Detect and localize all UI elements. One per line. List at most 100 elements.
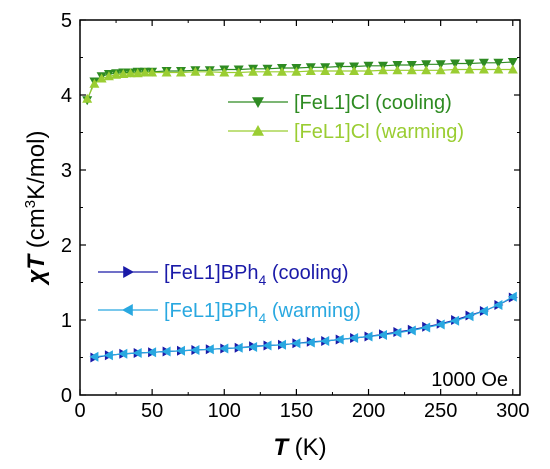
data-point	[248, 342, 258, 352]
x-axis-label: T (K)	[273, 434, 326, 461]
data-point	[349, 66, 360, 75]
legend-label-subscript: 4	[259, 272, 267, 288]
data-point	[378, 330, 387, 340]
data-point	[378, 65, 388, 75]
data-point	[334, 66, 345, 75]
data-point	[349, 333, 359, 343]
data-point	[125, 68, 136, 78]
legend-label: [FeL1]Cl (warming)	[294, 121, 464, 143]
data-point	[507, 58, 518, 67]
legend-marker	[252, 125, 264, 136]
data-point	[450, 64, 461, 74]
y-tick-label: 0	[61, 385, 72, 407]
legend-label-name: [FeL1]BPh	[164, 300, 259, 322]
legend-marker	[122, 304, 133, 316]
legend-entry: [FeL1]Cl (cooling)	[228, 92, 452, 114]
data-point	[334, 334, 344, 345]
legend-marker	[123, 266, 134, 278]
legend-label-suffix: (cooling)	[266, 262, 348, 284]
data-point	[147, 67, 158, 77]
y-axis-label: χT (cm3K/mol)	[22, 131, 50, 287]
data-point	[478, 306, 488, 316]
data-point	[233, 67, 244, 77]
legend-label-name: [FeL1]Cl (warming)	[294, 121, 464, 143]
x-tick-label: 300	[496, 400, 529, 422]
data-point	[103, 71, 114, 81]
legend-label-name: [FeL1]Cl (cooling)	[294, 92, 452, 114]
legend-label-name: [FeL1]BPh	[164, 262, 259, 284]
data-point	[392, 327, 402, 338]
data-point	[89, 78, 100, 88]
data-point	[363, 66, 374, 75]
data-point	[204, 66, 215, 76]
data-point	[435, 60, 446, 70]
x-tick-label: 50	[141, 400, 163, 422]
data-point	[435, 319, 445, 330]
y-tick-label: 1	[61, 310, 72, 332]
data-point	[118, 348, 128, 359]
data-point	[103, 350, 113, 361]
data-point	[277, 66, 287, 76]
data-point	[262, 66, 273, 76]
data-point	[204, 344, 214, 355]
y-tick-label: 5	[61, 10, 72, 32]
legend-entry: [FeL1]BPh4 (cooling)	[98, 262, 349, 288]
data-point	[435, 65, 446, 75]
data-point	[493, 64, 504, 74]
x-tick-label: 150	[280, 400, 313, 422]
data-point	[320, 336, 330, 346]
data-point	[176, 345, 185, 356]
data-point	[118, 69, 129, 78]
data-point	[190, 66, 201, 76]
legend-bph4: [FeL1]BPh4 (cooling)[FeL1]BPh4 (warming)	[98, 262, 361, 326]
data-point	[493, 58, 504, 68]
data-point	[406, 325, 416, 336]
data-point	[320, 66, 331, 75]
y-tick-label: 2	[61, 235, 72, 257]
series-1	[82, 64, 518, 103]
legend-label-suffix: (warming)	[266, 300, 360, 322]
legend-chloride: [FeL1]Cl (cooling) [FeL1]Cl (warming)	[228, 92, 464, 143]
data-point	[305, 337, 315, 348]
data-point	[262, 340, 272, 351]
legend-marker	[252, 97, 264, 108]
series-layer	[82, 58, 518, 363]
data-point	[507, 64, 518, 74]
data-point	[421, 322, 431, 333]
data-point	[421, 65, 432, 75]
data-point	[450, 59, 461, 69]
x-tick-label: 200	[352, 400, 385, 422]
data-point	[190, 345, 200, 355]
data-point	[363, 331, 373, 342]
x-tick-label: 250	[424, 400, 457, 422]
data-point	[82, 93, 93, 103]
series-3	[89, 291, 517, 362]
data-point	[161, 67, 172, 77]
data-point	[507, 291, 517, 302]
data-point	[233, 342, 243, 353]
data-point	[248, 66, 259, 76]
x-tick-label: 100	[208, 400, 241, 422]
data-point	[139, 67, 150, 77]
data-point	[305, 66, 316, 75]
legend-label: [FeL1]Cl (cooling)	[294, 92, 452, 114]
data-point	[291, 338, 301, 349]
data-point	[478, 64, 489, 74]
data-point	[277, 339, 286, 350]
data-point	[421, 60, 432, 70]
data-point	[111, 69, 122, 79]
axis-ticks: 0 50 100 150 200 250 300 0 1 2 3 4 5	[61, 10, 530, 422]
legend-entry: [FeL1]BPh4 (warming)	[98, 300, 361, 326]
legend-label-subscript: 4	[259, 310, 267, 326]
data-point	[291, 66, 302, 76]
data-point	[219, 67, 230, 77]
legend-entry: [FeL1]Cl (warming)	[228, 121, 464, 143]
field-annotation: 1000 Oe	[431, 369, 508, 391]
data-point	[89, 351, 99, 362]
data-point	[406, 65, 417, 75]
y-tick-label: 3	[61, 160, 72, 182]
data-point	[132, 348, 142, 358]
y-tick-label: 4	[61, 85, 72, 107]
data-point	[464, 311, 474, 322]
